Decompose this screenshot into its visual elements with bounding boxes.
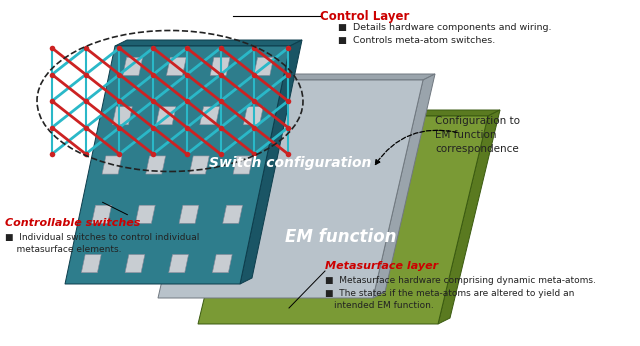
Text: ■  The states if the meta-atoms are altered to yield an: ■ The states if the meta-atoms are alter…	[325, 289, 574, 298]
Text: Configuration to
EM function
correspondence: Configuration to EM function corresponde…	[435, 116, 520, 154]
Polygon shape	[208, 74, 435, 80]
Polygon shape	[198, 116, 488, 324]
Polygon shape	[254, 57, 274, 75]
Text: metasurface elements.: metasurface elements.	[5, 245, 122, 254]
Polygon shape	[179, 205, 199, 224]
Polygon shape	[125, 255, 145, 273]
Text: Switch configuration: Switch configuration	[209, 156, 372, 170]
Text: ■  Details hardware components and wiring.: ■ Details hardware components and wiring…	[338, 23, 552, 32]
Polygon shape	[146, 156, 166, 174]
Text: Control Layer: Control Layer	[320, 10, 410, 23]
Polygon shape	[240, 40, 302, 284]
Polygon shape	[210, 57, 230, 75]
Polygon shape	[156, 107, 176, 125]
Text: ■  Individual switches to control individual: ■ Individual switches to control individ…	[5, 233, 200, 242]
Polygon shape	[113, 107, 132, 125]
Polygon shape	[223, 205, 243, 224]
Polygon shape	[166, 57, 186, 75]
Polygon shape	[200, 107, 220, 125]
Text: intended EM function.: intended EM function.	[334, 301, 434, 310]
Text: Controllable switches: Controllable switches	[5, 218, 140, 228]
Polygon shape	[65, 46, 290, 284]
FancyArrowPatch shape	[375, 130, 458, 165]
Polygon shape	[136, 205, 156, 224]
Polygon shape	[169, 255, 189, 273]
Polygon shape	[373, 74, 435, 298]
Text: EM function: EM function	[285, 228, 396, 246]
Polygon shape	[158, 80, 423, 298]
Polygon shape	[81, 255, 101, 273]
Text: ■  Metasurface hardware comprising dynamic meta-atoms.: ■ Metasurface hardware comprising dynami…	[325, 276, 596, 285]
Text: ■  Controls meta-atom switches.: ■ Controls meta-atom switches.	[338, 36, 495, 45]
Polygon shape	[102, 156, 122, 174]
Polygon shape	[115, 40, 302, 46]
Polygon shape	[243, 107, 263, 125]
Polygon shape	[92, 205, 111, 224]
Text: Metasurface layer: Metasurface layer	[325, 261, 438, 271]
Polygon shape	[212, 255, 232, 273]
Polygon shape	[189, 156, 209, 174]
Polygon shape	[123, 57, 143, 75]
Polygon shape	[248, 110, 500, 116]
Polygon shape	[233, 156, 253, 174]
Polygon shape	[438, 110, 500, 324]
